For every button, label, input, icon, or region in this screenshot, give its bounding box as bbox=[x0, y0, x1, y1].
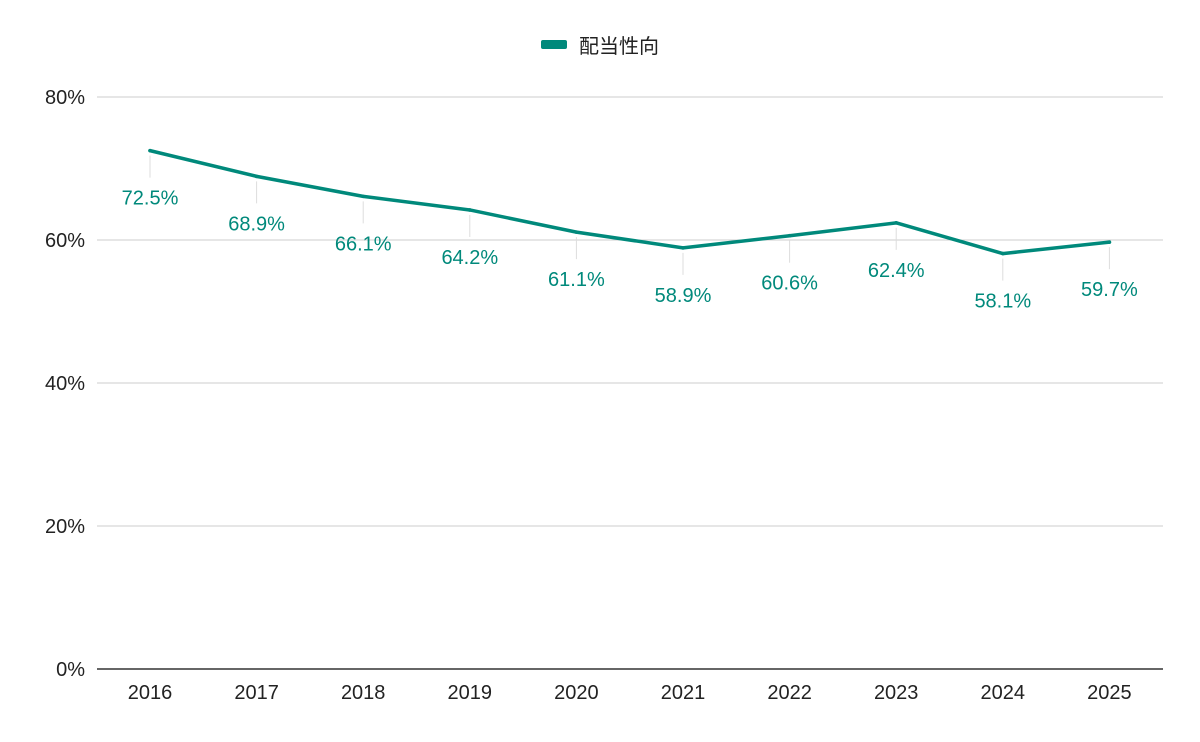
data-label: 58.9% bbox=[655, 285, 712, 307]
data-point bbox=[468, 208, 472, 212]
x-tick-label: 2021 bbox=[661, 682, 706, 704]
legend-label: 配当性向 bbox=[579, 34, 659, 58]
y-tick-label: 40% bbox=[45, 373, 85, 395]
x-tick-label: 2025 bbox=[1087, 682, 1132, 704]
series-line-group bbox=[148, 148, 1112, 256]
data-point bbox=[254, 174, 259, 179]
data-point bbox=[361, 194, 366, 199]
data-label: 72.5% bbox=[122, 188, 179, 210]
x-axis-ticks: 2016 2017 2018 2019 2020 2021 2022 2023 2024 2025 bbox=[128, 682, 1132, 704]
data-label: 62.4% bbox=[868, 260, 925, 282]
x-tick-label: 2024 bbox=[981, 682, 1026, 704]
data-label: 68.9% bbox=[228, 213, 285, 235]
x-tick-label: 2022 bbox=[767, 682, 812, 704]
y-tick-label: 60% bbox=[45, 230, 85, 252]
data-label: 61.1% bbox=[548, 269, 605, 291]
legend: 配当性向 bbox=[0, 30, 1200, 59]
x-tick-label: 2019 bbox=[448, 682, 493, 704]
x-tick-label: 2017 bbox=[234, 682, 279, 704]
legend-swatch-icon bbox=[541, 40, 567, 49]
y-tick-label: 80% bbox=[45, 87, 85, 109]
data-point bbox=[1107, 240, 1112, 244]
x-tick-label: 2023 bbox=[874, 682, 919, 704]
data-label: 58.1% bbox=[974, 291, 1031, 313]
label-leader-lines bbox=[149, 155, 1110, 281]
data-point bbox=[574, 230, 579, 234]
y-axis-ticks: 0% 20% 40% 60% 80% bbox=[45, 87, 85, 681]
x-tick-label: 2016 bbox=[128, 682, 173, 704]
y-tick-label: 0% bbox=[56, 659, 85, 681]
data-labels: 72.5% 68.9% 66.1% 64.2% 61.1% 58.9% 60.6% 62.4%… bbox=[122, 188, 1138, 313]
data-label: 64.2% bbox=[441, 247, 498, 269]
data-point bbox=[894, 221, 898, 225]
data-label: 60.6% bbox=[761, 273, 818, 295]
x-tick-label: 2018 bbox=[341, 682, 386, 704]
data-label: 66.1% bbox=[335, 233, 392, 255]
data-point bbox=[1001, 251, 1005, 256]
x-tick-label: 2020 bbox=[554, 682, 599, 704]
data-point bbox=[681, 246, 685, 250]
data-point bbox=[148, 148, 152, 153]
series-line bbox=[148, 148, 1112, 256]
y-tick-label: 20% bbox=[45, 516, 85, 538]
data-point bbox=[787, 233, 792, 238]
data-label: 59.7% bbox=[1081, 279, 1138, 301]
